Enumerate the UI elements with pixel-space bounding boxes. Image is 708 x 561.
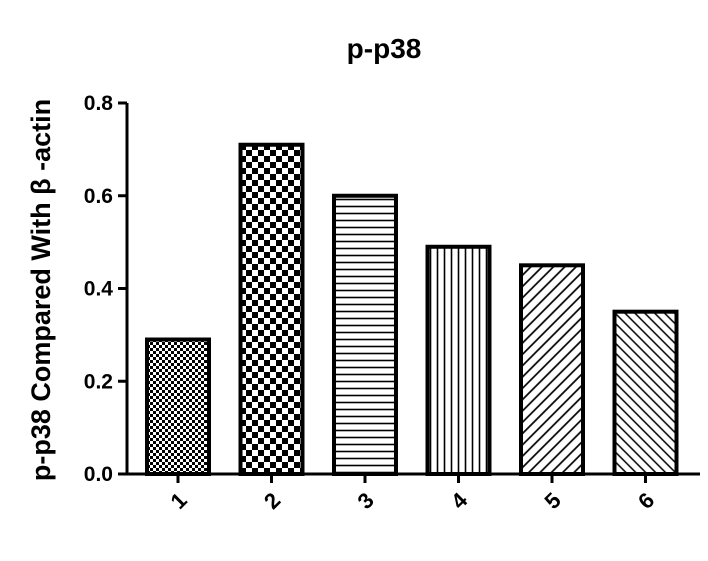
x-tick-label: 5 bbox=[540, 488, 566, 514]
y-tick-label: 0.6 bbox=[84, 185, 113, 208]
y-tick-label: 0.2 bbox=[84, 370, 113, 393]
x-tick-label: 3 bbox=[353, 488, 379, 514]
bar-6 bbox=[612, 309, 679, 476]
x-tick-label: 2 bbox=[259, 488, 285, 514]
y-tick-label: 0.0 bbox=[84, 463, 113, 486]
bar-3 bbox=[332, 193, 398, 476]
bar-4 bbox=[425, 244, 492, 476]
bar-5 bbox=[519, 263, 585, 476]
y-tick-label: 0.4 bbox=[84, 278, 114, 301]
x-tick-label: 6 bbox=[633, 488, 659, 514]
x-tick-label: 4 bbox=[446, 487, 473, 514]
x-tick-label: 1 bbox=[166, 488, 192, 514]
bars-group bbox=[145, 142, 679, 477]
bar-1 bbox=[145, 337, 211, 477]
y-tick-label: 0.8 bbox=[84, 92, 114, 115]
y-axis-label: p-p38 Compared With β -actin bbox=[26, 99, 56, 481]
x-axis-ticks: 1 2 3 4 5 6 bbox=[166, 474, 659, 514]
y-axis-ticks: 0.0 0.2 0.4 0.6 0.8 bbox=[84, 92, 127, 486]
bar-2 bbox=[238, 142, 305, 477]
chart-title: p-p38 bbox=[347, 33, 422, 64]
